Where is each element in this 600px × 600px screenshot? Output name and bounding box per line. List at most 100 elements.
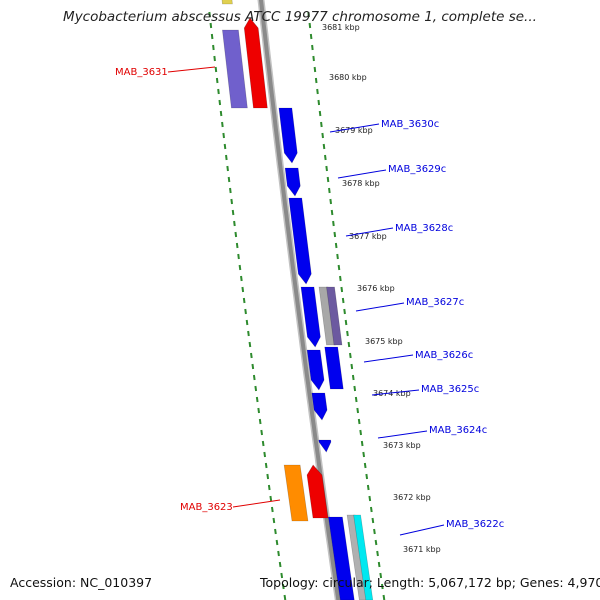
ruler-dot-right bbox=[376, 550, 379, 557]
ruler-dot-left bbox=[267, 484, 271, 491]
ruler-dot-right bbox=[313, 66, 317, 73]
label-connector bbox=[363, 354, 414, 363]
gene-mab-3628c[interactable] bbox=[288, 197, 312, 285]
ruler-dot-left bbox=[278, 561, 282, 568]
label-connector bbox=[329, 123, 380, 133]
ruler-dot-right bbox=[350, 363, 354, 370]
ruler-dot-left bbox=[222, 132, 225, 139]
ruler-dot-left bbox=[237, 253, 240, 260]
ruler-dot-left bbox=[272, 517, 276, 524]
gene-label-forward[interactable]: MAB_3631 bbox=[115, 67, 168, 78]
gene-label-reverse[interactable]: MAB_3629c bbox=[388, 164, 446, 175]
gene-cyan-feature[interactable] bbox=[353, 514, 374, 600]
ruler-dot-right bbox=[322, 143, 326, 150]
ruler-dot-right bbox=[346, 330, 349, 337]
ruler-dot-right bbox=[334, 242, 338, 249]
ruler-dot-right bbox=[321, 132, 324, 139]
ruler-dot-left bbox=[263, 451, 267, 458]
ruler-dot-right bbox=[330, 209, 334, 216]
ruler-dot-right bbox=[339, 275, 342, 282]
gene-orange-feature[interactable] bbox=[283, 464, 309, 522]
ruler-dot-left bbox=[248, 341, 252, 348]
ruler-dot-left bbox=[245, 319, 249, 326]
gene-mab-3630c[interactable] bbox=[278, 107, 298, 164]
ruler-dot-left bbox=[260, 429, 264, 436]
gene-purple-small[interactable] bbox=[326, 286, 343, 346]
ruler-dot-right bbox=[318, 110, 322, 117]
ruler-dot-left bbox=[214, 66, 218, 73]
ruler-dot-right bbox=[317, 99, 321, 106]
ruler-dot-left bbox=[244, 308, 247, 315]
ruler-dot-right bbox=[377, 561, 381, 568]
map-title: Mycobacterium abscessus ATCC 19977 chrom… bbox=[63, 9, 537, 25]
ruler-dot-right bbox=[360, 440, 364, 447]
gene-mab-3625c[interactable] bbox=[324, 346, 344, 390]
gene-mab-3627c[interactable] bbox=[300, 286, 321, 348]
ruler-dot-right bbox=[365, 473, 369, 480]
ruler-dot-left bbox=[250, 352, 253, 359]
ruler-dot-left bbox=[247, 330, 250, 337]
ruler-dot-left bbox=[238, 264, 242, 271]
ruler-dot-right bbox=[363, 462, 367, 469]
gene-mab-3623[interactable] bbox=[306, 464, 329, 519]
gene-label-reverse[interactable]: MAB_3630c bbox=[381, 119, 439, 130]
ruler-dot-left bbox=[254, 385, 258, 392]
ruler-dot-right bbox=[356, 407, 360, 414]
ruler-dot-right bbox=[337, 264, 341, 271]
ruler-dot-left bbox=[227, 176, 231, 183]
gene-mab-3631[interactable] bbox=[243, 17, 268, 109]
label-connector bbox=[355, 302, 405, 312]
label-connector bbox=[337, 169, 387, 179]
gene-mab-3624c[interactable] bbox=[311, 392, 328, 421]
gene-mab-3622c[interactable] bbox=[328, 516, 355, 600]
gene-partial-yellow[interactable] bbox=[221, 0, 233, 5]
gene-mab-3629c[interactable] bbox=[284, 167, 301, 197]
ruler-dot-left bbox=[283, 594, 287, 600]
ruler-dot-left bbox=[212, 44, 215, 51]
gene-label-reverse[interactable]: MAB_3624c bbox=[429, 425, 487, 436]
ruler-dot-left bbox=[280, 572, 284, 579]
gene-grey-tall[interactable] bbox=[346, 514, 368, 600]
ruler-dot-left bbox=[257, 407, 261, 414]
gene-label-reverse[interactable]: MAB_3627c bbox=[406, 297, 464, 308]
ruler-dot-right bbox=[344, 319, 348, 326]
tick-label: 3680 kbp bbox=[329, 73, 367, 82]
gene-label-reverse[interactable]: MAB_3626c bbox=[415, 350, 473, 361]
ruler-dot-left bbox=[231, 209, 235, 216]
gene-label-reverse[interactable]: MAB_3622c bbox=[446, 519, 504, 530]
ruler-dot-left bbox=[221, 121, 224, 128]
ruler-dot-left bbox=[264, 462, 268, 469]
gene-label-forward[interactable]: MAB_3623 bbox=[180, 502, 233, 513]
ruler-dot-right bbox=[328, 187, 331, 194]
ruler-dot-right bbox=[374, 539, 378, 546]
ruler-dot-left bbox=[229, 187, 232, 194]
gene-label-reverse[interactable]: MAB_3625c bbox=[421, 384, 479, 395]
ruler-dot-right bbox=[309, 33, 313, 40]
ruler-dot-right bbox=[366, 484, 370, 491]
ruler-dot-left bbox=[275, 539, 279, 546]
ruler-dot-left bbox=[213, 55, 216, 62]
tick-label: 3679 kbp bbox=[335, 126, 373, 135]
ruler-dot-left bbox=[242, 297, 246, 304]
ruler-dot-left bbox=[233, 220, 236, 227]
label-connector bbox=[232, 499, 281, 508]
gene-small-blue[interactable] bbox=[318, 439, 332, 453]
gene-label-reverse[interactable]: MAB_3628c bbox=[395, 223, 453, 234]
tick-label: 3673 kbp bbox=[383, 441, 421, 450]
ruler-dot-right bbox=[307, 11, 310, 18]
ruler-dot-right bbox=[311, 44, 314, 51]
label-connector bbox=[399, 524, 445, 536]
ruler-dot-left bbox=[226, 165, 229, 172]
gene-purple-feature[interactable] bbox=[222, 29, 248, 109]
ruler-dot-left bbox=[277, 550, 280, 557]
ruler-dot-left bbox=[235, 242, 239, 249]
ruler-dot-left bbox=[208, 11, 211, 18]
gene-mab-3626c[interactable] bbox=[306, 349, 325, 391]
ruler-dot-right bbox=[371, 517, 375, 524]
ruler-dot-left bbox=[223, 143, 227, 150]
ruler-dot-right bbox=[336, 253, 339, 260]
ruler-dot-right bbox=[359, 429, 363, 436]
ruler-dot-left bbox=[255, 396, 259, 403]
ruler-dot-left bbox=[230, 198, 234, 205]
